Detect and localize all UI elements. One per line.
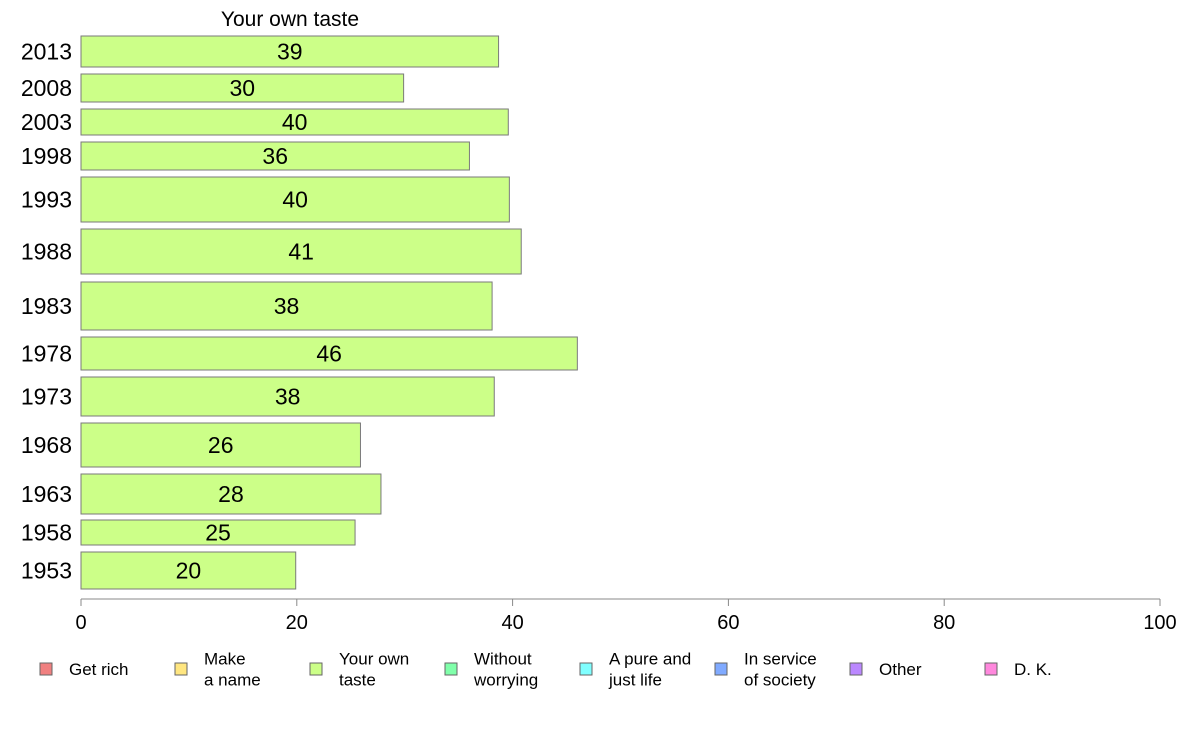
legend-label-3: Without worrying <box>473 650 538 690</box>
x-tick-label-0: 0 <box>75 612 86 634</box>
legend-label-7: D. K. <box>1014 660 1052 679</box>
category-label-2013: 2013 <box>21 39 72 65</box>
category-label-1998: 1998 <box>21 143 72 169</box>
data-label-1983: 38 <box>274 293 300 319</box>
bar-1983 <box>80 281 493 331</box>
x-tick-label-100: 100 <box>1143 612 1176 634</box>
category-label-1983: 1983 <box>21 293 72 319</box>
category-label-2008: 2008 <box>21 75 72 101</box>
bars-layer: 2013 39 2008 30 2003 40 1998 36 1993 40 1988 41 1983… <box>21 35 578 590</box>
legend-swatch-3 <box>444 662 458 676</box>
legend-label-6: Other <box>879 660 922 679</box>
legend-label-0: Get rich <box>69 660 129 679</box>
bar-1988 <box>80 228 522 275</box>
legend-swatch-2 <box>309 662 323 676</box>
category-label-1978: 1978 <box>21 341 72 367</box>
bar-1963 <box>80 473 382 515</box>
data-label-1973: 38 <box>275 384 301 410</box>
category-label-1958: 1958 <box>21 520 72 546</box>
legend-swatch-4 <box>579 662 593 676</box>
chart-title: Your own taste <box>221 8 359 31</box>
bar-1993 <box>80 176 510 223</box>
legend-label-2: Your own taste <box>339 650 409 690</box>
data-label-1958: 25 <box>205 520 231 546</box>
category-label-1993: 1993 <box>21 187 72 213</box>
bar-2008 <box>80 73 405 103</box>
data-label-2008: 30 <box>230 75 256 101</box>
x-tick-label-40: 40 <box>501 612 523 634</box>
legend-label-4: A pure and just life <box>608 650 691 690</box>
legend-label-1: Make a name <box>204 650 261 690</box>
bar-1968 <box>80 422 361 468</box>
data-label-1993: 40 <box>282 187 308 213</box>
x-tick-label-20: 20 <box>286 612 308 634</box>
legend: Get rich Make a name Your own taste Without wo… <box>39 650 1052 690</box>
data-label-1953: 20 <box>176 558 202 584</box>
x-tick-label-60: 60 <box>717 612 739 634</box>
legend-swatch-1 <box>174 662 188 676</box>
bar-1953 <box>80 551 297 590</box>
category-label-1968: 1968 <box>21 432 72 458</box>
legend-label-5: In service of society <box>744 650 817 690</box>
legend-swatch-0 <box>39 662 53 676</box>
bar-2013 <box>80 35 500 68</box>
bar-2003 <box>80 108 509 136</box>
data-label-2003: 40 <box>282 109 308 135</box>
legend-swatch-7 <box>984 662 998 676</box>
category-label-1963: 1963 <box>21 481 72 507</box>
category-label-1988: 1988 <box>21 239 72 265</box>
data-label-1998: 36 <box>262 143 288 169</box>
bar-1973 <box>80 376 495 417</box>
bar-1998 <box>80 141 470 171</box>
category-label-2003: 2003 <box>21 109 72 135</box>
data-label-1988: 41 <box>288 239 314 265</box>
bar-1978 <box>80 336 578 371</box>
legend-swatch-5 <box>714 662 728 676</box>
data-label-1968: 26 <box>208 432 234 458</box>
legend-swatch-6 <box>849 662 863 676</box>
x-tick-label-80: 80 <box>933 612 955 634</box>
bar-1958 <box>80 519 356 546</box>
data-label-1978: 46 <box>316 341 342 367</box>
category-label-1953: 1953 <box>21 558 72 584</box>
data-label-1963: 28 <box>218 481 244 507</box>
data-label-2013: 39 <box>277 39 303 65</box>
category-label-1973: 1973 <box>21 384 72 410</box>
x-axis: 0 20 40 60 80 100 <box>75 598 1177 634</box>
